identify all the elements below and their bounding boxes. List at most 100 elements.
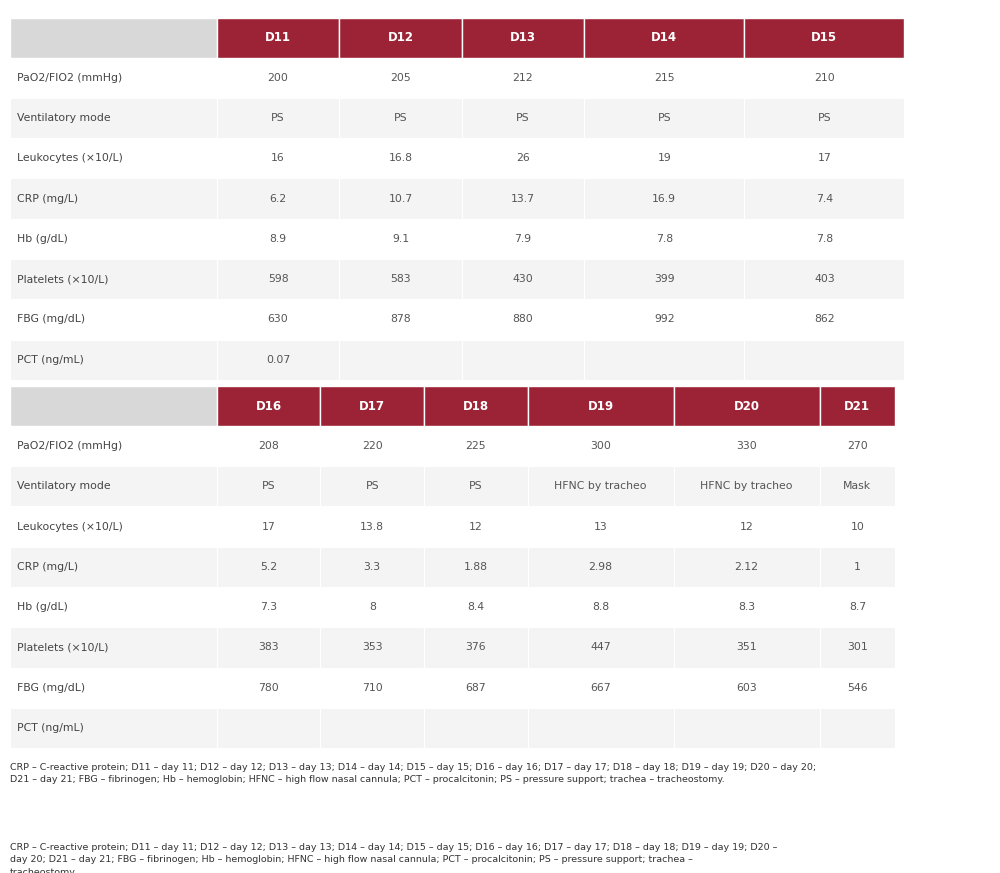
Text: Leukocytes (×10/L): Leukocytes (×10/L) [17,154,123,163]
Text: 447: 447 [590,643,611,652]
Text: 7.8: 7.8 [656,234,673,244]
Text: 583: 583 [390,274,411,284]
Bar [217,299,339,340]
Text: 26: 26 [516,154,530,163]
Bar [528,668,674,708]
Bar [320,387,424,426]
Text: CRP – C-reactive protein; D11 – day 11; D12 – day 12; D13 – day 13; D14 – day 14: CRP – C-reactive protein; D11 – day 11; … [10,763,816,785]
Text: Platelets (×10/L): Platelets (×10/L) [17,274,109,284]
Bar [584,178,744,219]
Text: D11: D11 [265,31,291,45]
Bar [584,299,744,340]
Bar [462,18,584,58]
Bar [339,259,462,299]
Bar [528,546,674,587]
Text: 330: 330 [736,441,757,451]
Text: D21: D21 [844,400,870,413]
Bar [10,466,217,506]
Text: Hb (g/dL): Hb (g/dL) [17,234,68,244]
Text: 5.2: 5.2 [260,562,277,572]
Bar [674,587,820,628]
Text: 430: 430 [513,274,533,284]
Text: 220: 220 [362,441,383,451]
Text: Mask: Mask [843,481,871,491]
Bar [528,587,674,628]
Bar [10,546,217,587]
Text: 8.8: 8.8 [592,602,609,612]
Text: 17: 17 [262,521,276,532]
Bar [217,387,320,426]
Text: PS: PS [818,113,831,123]
Text: 13: 13 [594,521,608,532]
Bar [528,628,674,668]
Bar [462,58,584,98]
Bar [424,506,528,546]
Text: 403: 403 [814,274,835,284]
Text: PS: PS [394,113,407,123]
Bar [217,219,339,259]
Text: 215: 215 [654,72,675,83]
Text: 710: 710 [362,683,383,693]
Text: 878: 878 [390,314,411,325]
Bar [424,387,528,426]
Bar [820,466,895,506]
Bar [584,18,744,58]
Text: 205: 205 [390,72,411,83]
Bar [10,426,217,466]
Bar [584,259,744,299]
Text: 7.8: 7.8 [816,234,833,244]
Text: 7.4: 7.4 [816,194,833,203]
Bar [820,668,895,708]
Text: 16: 16 [271,154,285,163]
Bar [584,340,744,380]
Bar [217,546,320,587]
Bar [462,299,584,340]
Text: 8.9: 8.9 [269,234,287,244]
Bar [462,178,584,219]
Bar [528,387,674,426]
Bar [320,546,424,587]
Text: 780: 780 [258,683,279,693]
Bar [674,426,820,466]
Bar [584,219,744,259]
Bar [744,98,904,138]
Bar [10,219,217,259]
Bar [217,466,320,506]
Bar [820,387,895,426]
Bar [424,466,528,506]
Text: 1.88: 1.88 [464,562,488,572]
Text: D12: D12 [388,31,414,45]
Bar [744,58,904,98]
Text: FBG (mg/dL): FBG (mg/dL) [17,314,85,325]
Text: 667: 667 [590,683,611,693]
Text: 212: 212 [513,72,533,83]
Text: D13: D13 [510,31,536,45]
Text: 2.12: 2.12 [735,562,759,572]
Text: PS: PS [469,481,483,491]
Text: 687: 687 [466,683,486,693]
Text: CRP – C-reactive protein; D11 – day 11; D12 – day 12; D13 – day 13; D14 – day 14: CRP – C-reactive protein; D11 – day 11; … [10,842,777,873]
Text: D20: D20 [734,400,760,413]
Text: Ventilatory mode: Ventilatory mode [17,113,111,123]
Bar [320,708,424,748]
Text: 12: 12 [469,521,483,532]
Text: PS: PS [262,481,275,491]
Bar [584,98,744,138]
Text: 630: 630 [268,314,288,325]
Text: 200: 200 [268,72,288,83]
Text: 3.3: 3.3 [364,562,381,572]
Bar [744,18,904,58]
Text: 880: 880 [513,314,533,325]
Bar [217,587,320,628]
Bar [744,178,904,219]
Bar [10,708,217,748]
Bar [462,259,584,299]
Text: 9.1: 9.1 [392,234,409,244]
Text: 300: 300 [590,441,611,451]
Text: Hb (g/dL): Hb (g/dL) [17,602,68,612]
Bar [674,668,820,708]
Bar [744,138,904,178]
Text: 603: 603 [736,683,757,693]
Text: HFNC by tracheo: HFNC by tracheo [554,481,647,491]
Text: 8.7: 8.7 [849,602,866,612]
